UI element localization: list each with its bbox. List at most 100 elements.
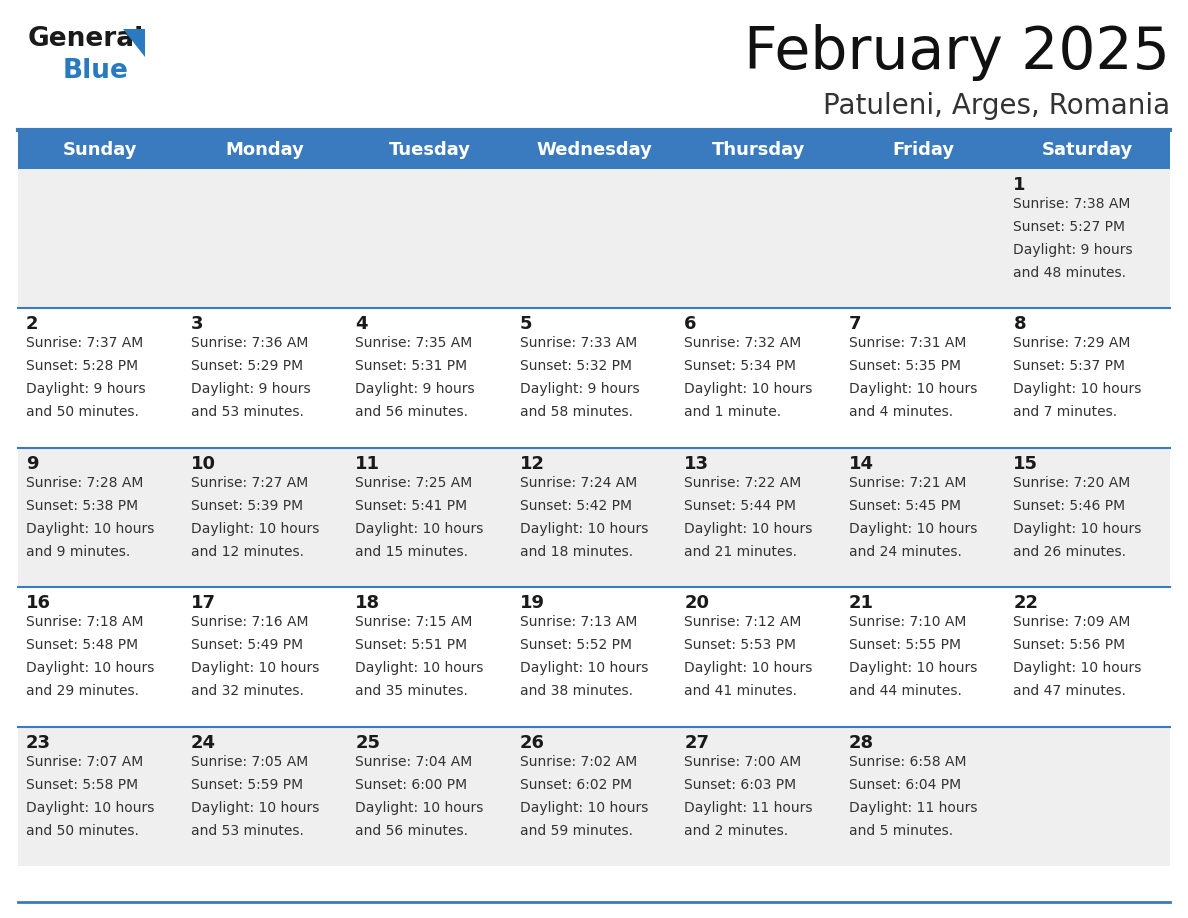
Text: Daylight: 10 hours: Daylight: 10 hours xyxy=(355,661,484,676)
Text: Patuleni, Arges, Romania: Patuleni, Arges, Romania xyxy=(823,92,1170,120)
Text: Blue: Blue xyxy=(63,58,128,84)
Text: and 50 minutes.: and 50 minutes. xyxy=(26,406,139,420)
Polygon shape xyxy=(124,29,145,57)
Text: and 1 minute.: and 1 minute. xyxy=(684,406,782,420)
Text: Sunset: 5:56 PM: Sunset: 5:56 PM xyxy=(1013,638,1125,652)
Text: 22: 22 xyxy=(1013,594,1038,612)
Text: Sunrise: 7:28 AM: Sunrise: 7:28 AM xyxy=(26,476,144,490)
Text: Sunset: 5:34 PM: Sunset: 5:34 PM xyxy=(684,360,796,374)
Text: and 29 minutes.: and 29 minutes. xyxy=(26,684,139,699)
Text: Sunrise: 7:27 AM: Sunrise: 7:27 AM xyxy=(190,476,308,490)
Text: and 2 minutes.: and 2 minutes. xyxy=(684,823,789,837)
Bar xyxy=(18,131,1170,169)
Text: and 56 minutes.: and 56 minutes. xyxy=(355,823,468,837)
Text: Sunset: 5:41 PM: Sunset: 5:41 PM xyxy=(355,498,467,513)
Text: 18: 18 xyxy=(355,594,380,612)
Text: Daylight: 10 hours: Daylight: 10 hours xyxy=(519,521,649,536)
Text: Sunrise: 7:13 AM: Sunrise: 7:13 AM xyxy=(519,615,637,629)
Text: Sunset: 6:02 PM: Sunset: 6:02 PM xyxy=(519,778,632,791)
Text: Sunset: 5:51 PM: Sunset: 5:51 PM xyxy=(355,638,467,652)
Text: and 38 minutes.: and 38 minutes. xyxy=(519,684,633,699)
Text: and 4 minutes.: and 4 minutes. xyxy=(849,406,953,420)
Text: and 56 minutes.: and 56 minutes. xyxy=(355,406,468,420)
Text: Daylight: 10 hours: Daylight: 10 hours xyxy=(26,661,154,676)
Text: Sunday: Sunday xyxy=(63,141,138,159)
Text: Sunrise: 7:04 AM: Sunrise: 7:04 AM xyxy=(355,755,473,768)
Text: Sunset: 5:39 PM: Sunset: 5:39 PM xyxy=(190,498,303,513)
Text: Daylight: 10 hours: Daylight: 10 hours xyxy=(519,800,649,814)
Text: 14: 14 xyxy=(849,454,874,473)
Text: 15: 15 xyxy=(1013,454,1038,473)
Bar xyxy=(18,308,1170,448)
Bar xyxy=(18,727,1170,866)
Text: 1: 1 xyxy=(1013,176,1026,194)
Text: Daylight: 11 hours: Daylight: 11 hours xyxy=(849,800,978,814)
Text: Daylight: 10 hours: Daylight: 10 hours xyxy=(849,521,978,536)
Text: Daylight: 9 hours: Daylight: 9 hours xyxy=(190,383,310,397)
Text: Sunset: 5:49 PM: Sunset: 5:49 PM xyxy=(190,638,303,652)
Text: Sunrise: 7:10 AM: Sunrise: 7:10 AM xyxy=(849,615,966,629)
Text: Sunrise: 7:21 AM: Sunrise: 7:21 AM xyxy=(849,476,966,490)
Text: 20: 20 xyxy=(684,594,709,612)
Text: Sunrise: 7:25 AM: Sunrise: 7:25 AM xyxy=(355,476,473,490)
Text: Daylight: 10 hours: Daylight: 10 hours xyxy=(26,521,154,536)
Text: Sunrise: 7:32 AM: Sunrise: 7:32 AM xyxy=(684,336,802,351)
Text: Daylight: 10 hours: Daylight: 10 hours xyxy=(684,661,813,676)
Text: 21: 21 xyxy=(849,594,874,612)
Text: Sunset: 5:59 PM: Sunset: 5:59 PM xyxy=(190,778,303,791)
Text: Sunrise: 7:36 AM: Sunrise: 7:36 AM xyxy=(190,336,308,351)
Text: Sunrise: 7:29 AM: Sunrise: 7:29 AM xyxy=(1013,336,1131,351)
Text: Sunset: 6:04 PM: Sunset: 6:04 PM xyxy=(849,778,961,791)
Text: Sunset: 5:55 PM: Sunset: 5:55 PM xyxy=(849,638,961,652)
Text: and 15 minutes.: and 15 minutes. xyxy=(355,544,468,559)
Text: Sunset: 5:28 PM: Sunset: 5:28 PM xyxy=(26,360,138,374)
Bar xyxy=(18,448,1170,588)
Text: and 44 minutes.: and 44 minutes. xyxy=(849,684,962,699)
Text: Daylight: 9 hours: Daylight: 9 hours xyxy=(355,383,475,397)
Text: General: General xyxy=(29,26,144,52)
Text: Daylight: 11 hours: Daylight: 11 hours xyxy=(684,800,813,814)
Text: 26: 26 xyxy=(519,733,545,752)
Text: and 12 minutes.: and 12 minutes. xyxy=(190,544,304,559)
Text: Sunrise: 7:37 AM: Sunrise: 7:37 AM xyxy=(26,336,144,351)
Text: Sunset: 5:29 PM: Sunset: 5:29 PM xyxy=(190,360,303,374)
Text: Sunset: 5:31 PM: Sunset: 5:31 PM xyxy=(355,360,467,374)
Text: Sunset: 5:46 PM: Sunset: 5:46 PM xyxy=(1013,498,1125,513)
Text: and 41 minutes.: and 41 minutes. xyxy=(684,684,797,699)
Text: 3: 3 xyxy=(190,316,203,333)
Text: Daylight: 10 hours: Daylight: 10 hours xyxy=(190,521,318,536)
Text: Sunrise: 7:22 AM: Sunrise: 7:22 AM xyxy=(684,476,802,490)
Text: Daylight: 10 hours: Daylight: 10 hours xyxy=(1013,383,1142,397)
Text: Monday: Monday xyxy=(226,141,304,159)
Text: Sunrise: 6:58 AM: Sunrise: 6:58 AM xyxy=(849,755,966,768)
Text: Sunset: 5:45 PM: Sunset: 5:45 PM xyxy=(849,498,961,513)
Text: 24: 24 xyxy=(190,733,215,752)
Text: Sunrise: 7:09 AM: Sunrise: 7:09 AM xyxy=(1013,615,1131,629)
Text: and 59 minutes.: and 59 minutes. xyxy=(519,823,633,837)
Text: 10: 10 xyxy=(190,454,215,473)
Text: 6: 6 xyxy=(684,316,697,333)
Text: 12: 12 xyxy=(519,454,545,473)
Text: Daylight: 10 hours: Daylight: 10 hours xyxy=(26,800,154,814)
Text: Sunset: 5:58 PM: Sunset: 5:58 PM xyxy=(26,778,138,791)
Text: 2: 2 xyxy=(26,316,38,333)
Text: and 53 minutes.: and 53 minutes. xyxy=(190,406,303,420)
Text: 4: 4 xyxy=(355,316,367,333)
Text: Daylight: 10 hours: Daylight: 10 hours xyxy=(1013,661,1142,676)
Text: Sunrise: 7:16 AM: Sunrise: 7:16 AM xyxy=(190,615,308,629)
Text: Sunrise: 7:38 AM: Sunrise: 7:38 AM xyxy=(1013,197,1131,211)
Text: Daylight: 10 hours: Daylight: 10 hours xyxy=(519,661,649,676)
Text: and 58 minutes.: and 58 minutes. xyxy=(519,406,633,420)
Text: Sunrise: 7:18 AM: Sunrise: 7:18 AM xyxy=(26,615,144,629)
Text: and 21 minutes.: and 21 minutes. xyxy=(684,544,797,559)
Text: February 2025: February 2025 xyxy=(744,24,1170,81)
Text: Daylight: 10 hours: Daylight: 10 hours xyxy=(684,383,813,397)
Text: Sunset: 5:38 PM: Sunset: 5:38 PM xyxy=(26,498,138,513)
Text: Sunrise: 7:15 AM: Sunrise: 7:15 AM xyxy=(355,615,473,629)
Text: Daylight: 9 hours: Daylight: 9 hours xyxy=(26,383,146,397)
Text: 7: 7 xyxy=(849,316,861,333)
Text: Daylight: 10 hours: Daylight: 10 hours xyxy=(190,661,318,676)
Text: 19: 19 xyxy=(519,594,545,612)
Text: Thursday: Thursday xyxy=(712,141,805,159)
Text: Daylight: 10 hours: Daylight: 10 hours xyxy=(190,800,318,814)
